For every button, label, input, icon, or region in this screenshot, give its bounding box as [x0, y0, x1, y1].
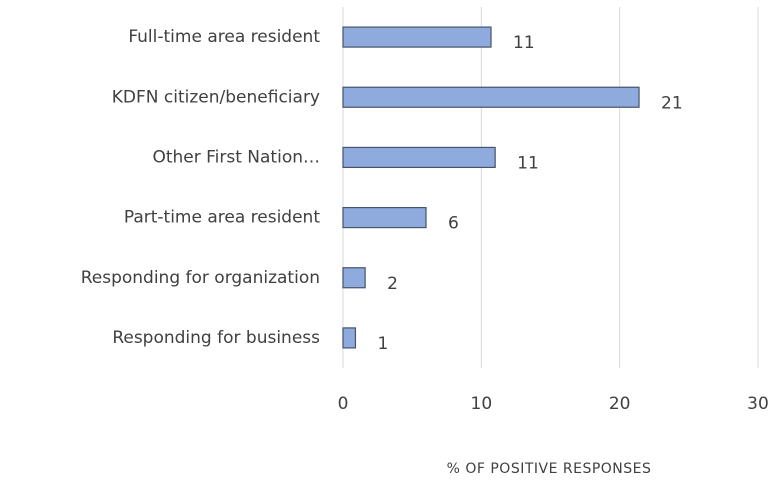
bar: [342, 146, 496, 169]
value-label: 11: [517, 153, 539, 173]
bar: [342, 206, 427, 229]
y-tick-label: Full-time area resident: [128, 27, 320, 47]
value-label: 1: [377, 334, 388, 354]
value-label: 11: [513, 33, 535, 53]
y-tick-label: Other First Nation…: [152, 147, 320, 167]
bar: [342, 267, 366, 289]
x-tick-label: 20: [609, 394, 631, 414]
value-label: 21: [661, 93, 683, 113]
x-axis-title: % OF POSITIVE RESPONSES: [447, 461, 652, 477]
y-tick-label: KDFN citizen/beneficiary: [112, 87, 320, 107]
value-label: 2: [387, 274, 398, 294]
bar: [342, 86, 640, 108]
y-tick-label: Responding for business: [112, 328, 320, 348]
x-tick-label: 0: [338, 394, 349, 414]
y-tick-label: Responding for organization: [81, 268, 320, 288]
bar: [342, 327, 357, 349]
value-label: 6: [448, 214, 459, 234]
y-tick-label: Part-time area resident: [124, 208, 320, 228]
x-tick-label: 30: [747, 394, 769, 414]
x-tick-label: 10: [471, 394, 493, 414]
bar: [342, 26, 492, 48]
